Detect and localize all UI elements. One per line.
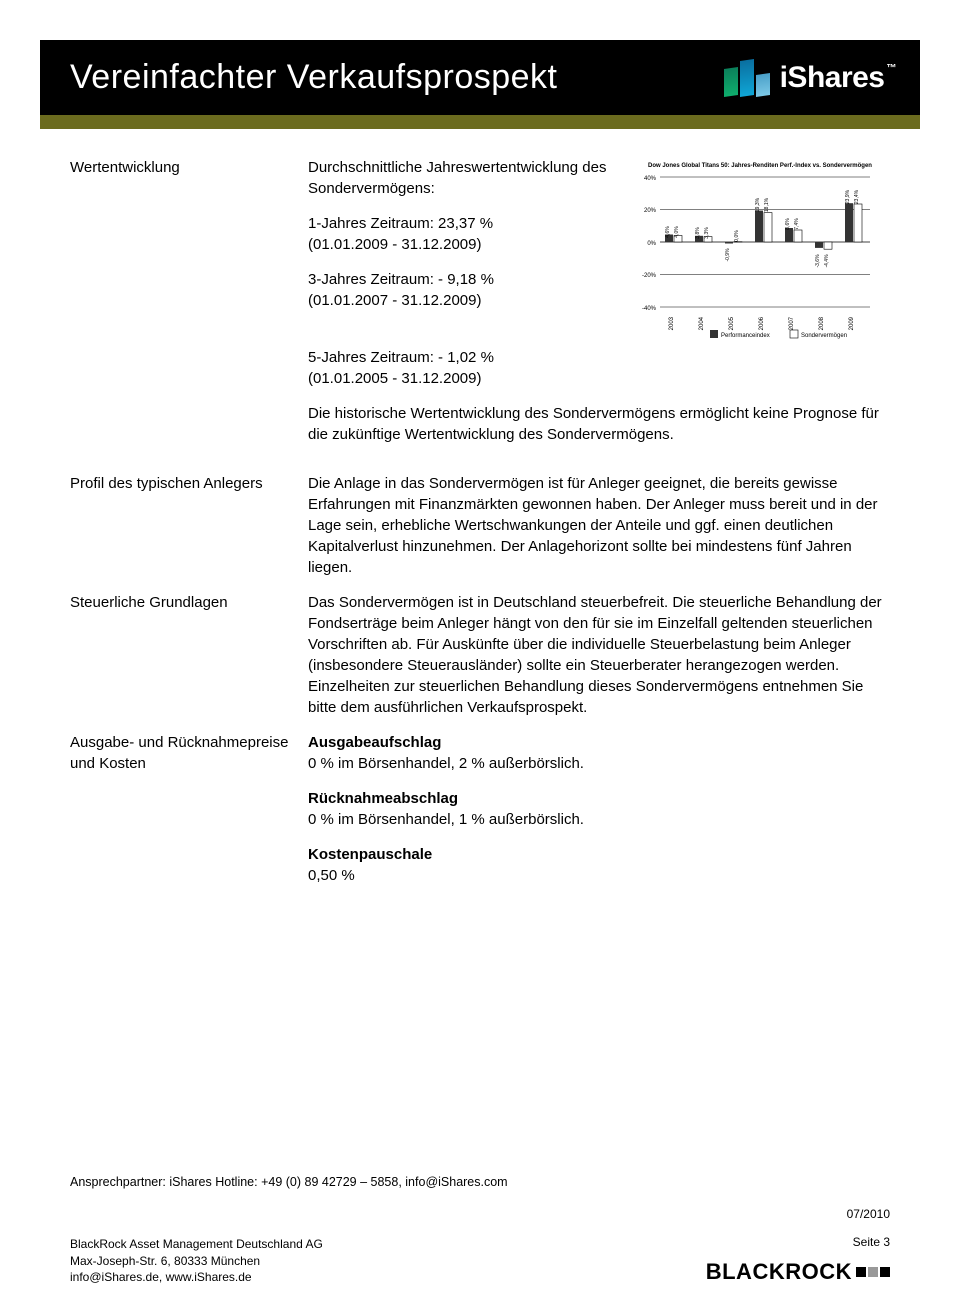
ruecknahme-head: Rücknahmeabschlag [308, 788, 890, 809]
chart-title-1: Dow Jones Global Titans 50: Jahres-Rendi… [648, 163, 872, 169]
kosten-text: 0,50 % [308, 865, 890, 886]
ytick-40: 40% [644, 176, 657, 182]
svg-text:Performanceindex: Performanceindex [721, 333, 770, 339]
document-title: Vereinfachter Verkaufsprospekt [70, 58, 558, 97]
period-1y: 1-Jahres Zeitraum: 23,37 % (01.01.2009 -… [308, 213, 608, 255]
period1-label: 1-Jahres Zeitraum: 23,37 % [308, 213, 608, 234]
svg-text:3,8%: 3,8% [695, 227, 701, 239]
svg-text:2007: 2007 [789, 316, 795, 330]
ishares-brand-text: iShares™ [780, 61, 896, 95]
period3-label: 3-Jahres Zeitraum: - 9,18 % [308, 269, 608, 290]
ytick-m20: -20% [642, 273, 657, 279]
label-profil: Profil des typischen Anlegers [70, 473, 290, 578]
svg-text:4,0%: 4,0% [674, 226, 680, 238]
kosten-head: Kostenpauschale [308, 844, 890, 865]
page: Vereinfachter Verkaufsprospekt iShares™ … [0, 0, 960, 1299]
blackrock-squares-icon [856, 1267, 890, 1277]
svg-text:2006: 2006 [759, 316, 765, 330]
header-band: Vereinfachter Verkaufsprospekt iShares™ [40, 40, 920, 115]
ytick-20: 20% [644, 208, 657, 214]
period5-label: 5-Jahres Zeitraum: - 1,02 % [308, 347, 890, 368]
svg-text:23,9%: 23,9% [845, 189, 851, 204]
footer-date: 07/2010 [706, 1207, 890, 1221]
chart-svg: Dow Jones Global Titans 50: Jahres-Rendi… [630, 157, 890, 347]
svg-text:-3,6%: -3,6% [815, 254, 821, 268]
label-steuer: Steuerliche Grundlagen [70, 592, 290, 718]
period3-range: (01.01.2007 - 31.12.2009) [308, 290, 608, 311]
svg-text:0,0%: 0,0% [734, 230, 740, 242]
svg-text:2005: 2005 [729, 316, 735, 330]
value-ausgabe: Ausgabeaufschlag 0 % im Börsenhandel, 2 … [308, 732, 890, 886]
svg-text:19,3%: 19,3% [755, 197, 761, 212]
label-wertentwicklung: Wertentwicklung [70, 157, 290, 459]
footer-page: Seite 3 [706, 1235, 890, 1249]
value-steuer: Das Sondervermögen ist in Deutschland st… [308, 592, 890, 718]
footer-company-addr: Max-Joseph-Str. 6, 80333 München [70, 1253, 323, 1269]
svg-text:2009: 2009 [849, 316, 855, 330]
ishares-logo: iShares™ [724, 60, 896, 96]
ruecknahme-text: 0 % im Börsenhandel, 1 % außerbörslich. [308, 809, 890, 830]
svg-text:2008: 2008 [819, 316, 825, 330]
ausgabeaufschlag-head: Ausgabeaufschlag [308, 732, 890, 753]
svg-text:7,4%: 7,4% [794, 218, 800, 230]
svg-text:3,3%: 3,3% [704, 227, 710, 239]
blackrock-text: BLACKROCK [706, 1259, 852, 1285]
ytick-0: 0% [647, 241, 656, 247]
footer-company-name: BlackRock Asset Management Deutschland A… [70, 1236, 323, 1252]
svg-text:23,4%: 23,4% [854, 189, 860, 204]
svg-text:-0,9%: -0,9% [725, 248, 731, 262]
footer-company: BlackRock Asset Management Deutschland A… [70, 1236, 323, 1285]
svg-text:2004: 2004 [699, 316, 705, 330]
wert-intro: Durchschnittliche Jahreswertentwick­lung… [308, 157, 608, 199]
historic-note: Die historische Wertentwicklung des Sond… [308, 403, 890, 445]
ausgabeaufschlag-text: 0 % im Börsenhandel, 2 % außerbörslich. [308, 753, 890, 774]
svg-text:Sondervermögen: Sondervermögen [801, 333, 847, 339]
footer-company-web: info@iShares.de, www.iShares.de [70, 1269, 323, 1285]
svg-text:8,6%: 8,6% [785, 218, 791, 230]
value-profil: Die Anlage in das Sondervermögen ist für… [308, 473, 890, 578]
footer-right: 07/2010 Seite 3 BLACKROCK [706, 1207, 890, 1285]
performance-chart: Dow Jones Global Titans 50: Jahres-Rendi… [630, 157, 890, 347]
period-3y: 3-Jahres Zeitraum: - 9,18 % (01.01.2007 … [308, 269, 608, 311]
ytick-m40: -40% [642, 306, 657, 312]
content-grid: Wertentwicklung Dow Jones Global Titans … [70, 157, 890, 886]
period-5y: 5-Jahres Zeitraum: - 1,02 % (01.01.2005 … [308, 347, 890, 389]
label-ausgabe: Ausgabe- und Rücknah­mepreise und Kosten [70, 732, 290, 886]
svg-text:4,6%: 4,6% [665, 226, 671, 238]
value-wertentwicklung: Dow Jones Global Titans 50: Jahres-Rendi… [308, 157, 890, 459]
page-footer: Ansprechpartner: iShares Hotline: +49 (0… [70, 1175, 890, 1285]
footer-contact: Ansprechpartner: iShares Hotline: +49 (0… [70, 1175, 890, 1189]
blackrock-logo: BLACKROCK [706, 1259, 890, 1285]
ishares-cubes-icon [724, 60, 770, 96]
svg-text:-4,4%: -4,4% [824, 254, 830, 268]
period1-range: (01.01.2009 - 31.12.2009) [308, 234, 608, 255]
svg-text:2003: 2003 [669, 316, 675, 330]
svg-text:18,1%: 18,1% [764, 197, 770, 212]
period5-range: (01.01.2005 - 31.12.2009) [308, 368, 890, 389]
accent-strip [40, 115, 920, 129]
